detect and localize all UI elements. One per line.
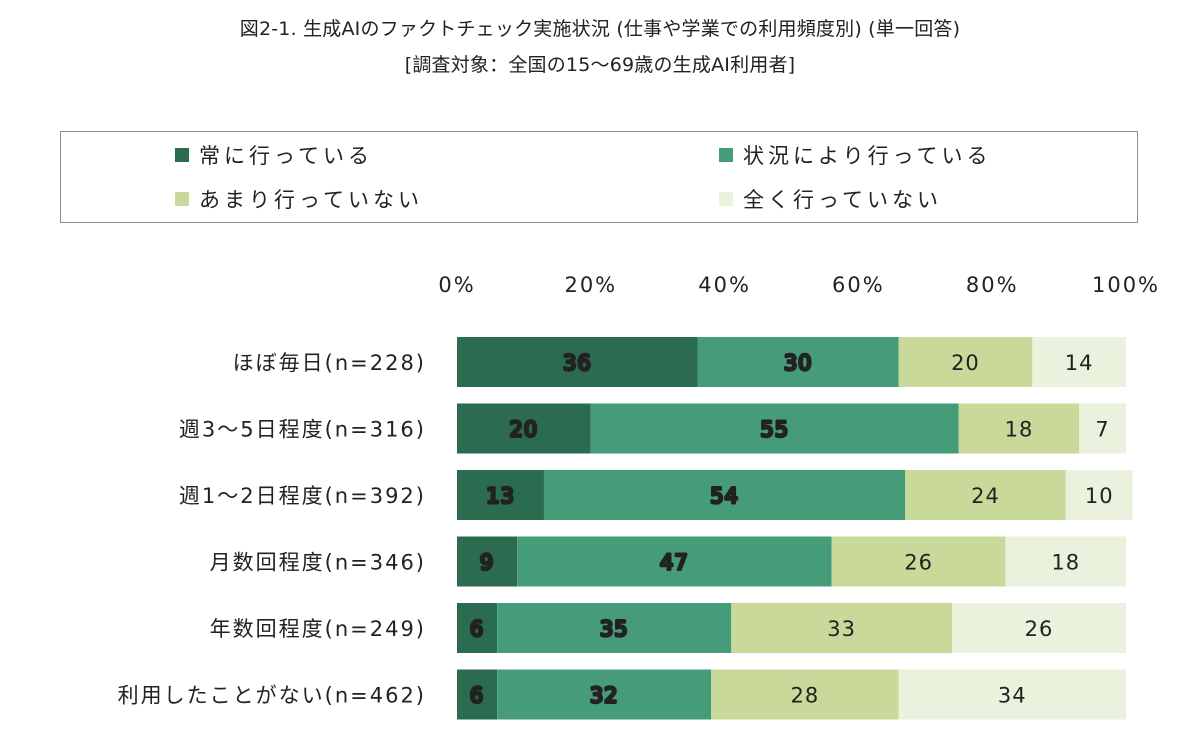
data-label: 35	[600, 617, 629, 641]
bar-segment	[543, 470, 906, 520]
bar-segment	[905, 470, 1066, 520]
legend-label-never: 全く行っていない	[743, 188, 942, 212]
data-label: 20	[951, 351, 980, 375]
data-label: 13	[486, 484, 515, 508]
legend-swatch-depends	[719, 148, 733, 162]
data-label: 6	[470, 617, 484, 641]
data-label: 54	[710, 484, 739, 508]
bar-segment	[590, 403, 959, 454]
data-label: 26	[904, 551, 933, 575]
bar-segment	[457, 470, 544, 520]
bar-segment	[958, 403, 1080, 454]
category-label: 週1〜2日程度(n=392)	[179, 484, 426, 508]
bar-segment	[697, 337, 899, 387]
legend-item-rarely: あまり行っていない	[175, 184, 423, 214]
data-label: 36	[563, 351, 592, 375]
data-label: 34	[998, 684, 1027, 708]
legend-item-always: 常に行っている	[175, 140, 373, 170]
category-label: 利用したことがない(n=462)	[118, 684, 426, 708]
data-label: 9	[480, 551, 494, 575]
data-label: 30	[784, 351, 813, 375]
data-label: 24	[971, 484, 1000, 508]
legend-swatch-rarely	[175, 192, 189, 206]
data-label: 20	[510, 418, 539, 442]
bar-segment	[898, 669, 1126, 720]
data-label: 14	[1065, 351, 1094, 375]
data-label: 7	[1095, 418, 1109, 442]
bar-segment	[1005, 536, 1126, 587]
x-tick-label: 40%	[698, 273, 751, 297]
category-label: 月数回程度(n=346)	[210, 551, 426, 575]
category-label: 週3〜5日程度(n=316)	[179, 418, 426, 442]
legend-label-rarely: あまり行っていない	[199, 188, 423, 212]
legend-item-depends: 状況により行っている	[719, 140, 992, 170]
bar-segment	[457, 603, 498, 653]
bar-segment	[457, 669, 498, 720]
data-label: 18	[1005, 418, 1034, 442]
bar-segment	[497, 669, 712, 720]
data-label: 28	[791, 684, 820, 708]
chart-title: 図2-1. 生成AIのファクトチェック実施状況 (仕事や学業での利用頻度別) (…	[239, 18, 961, 40]
legend-item-never: 全く行っていない	[719, 184, 942, 214]
bar-segment	[517, 536, 832, 587]
data-label: 26	[1025, 617, 1054, 641]
chart-subtitle: [調査対象：全国の15〜69歳の生成AI利用者]	[404, 54, 796, 76]
x-tick-label: 60%	[832, 273, 885, 297]
data-label: 18	[1051, 551, 1080, 575]
legend: 常に行っている 状況により行っている あまり行っていない 全く行っていない	[60, 131, 1138, 223]
bar-segment	[731, 603, 953, 653]
category-label: ほぼ毎日(n=228)	[233, 351, 426, 375]
bar-segment	[952, 603, 1126, 653]
category-label: 年数回程度(n=249)	[210, 617, 426, 641]
bar-segment	[497, 603, 732, 653]
bar-segment	[1032, 337, 1126, 387]
x-tick-label: 100%	[1092, 273, 1160, 297]
bar-segment	[831, 536, 1006, 587]
data-label: 6	[470, 684, 484, 708]
legend-label-always: 常に行っている	[199, 144, 373, 168]
bar-segment	[457, 403, 591, 454]
data-label: 55	[760, 418, 789, 442]
bar-segment	[711, 669, 899, 720]
x-tick-label: 80%	[966, 273, 1019, 297]
bar-segment	[1079, 403, 1126, 454]
x-tick-label: 0%	[438, 273, 475, 297]
bar-segment	[898, 337, 1033, 387]
bar-segment	[1065, 470, 1133, 520]
legend-swatch-always	[175, 148, 189, 162]
data-label: 47	[660, 551, 689, 575]
data-label: 10	[1085, 484, 1114, 508]
bar-segment	[457, 536, 518, 587]
data-label: 33	[827, 617, 856, 641]
legend-swatch-never	[719, 192, 733, 206]
bar-segment	[457, 337, 698, 387]
legend-label-depends: 状況により行っている	[743, 144, 992, 168]
data-label: 32	[590, 684, 619, 708]
x-tick-label: 20%	[564, 273, 617, 297]
